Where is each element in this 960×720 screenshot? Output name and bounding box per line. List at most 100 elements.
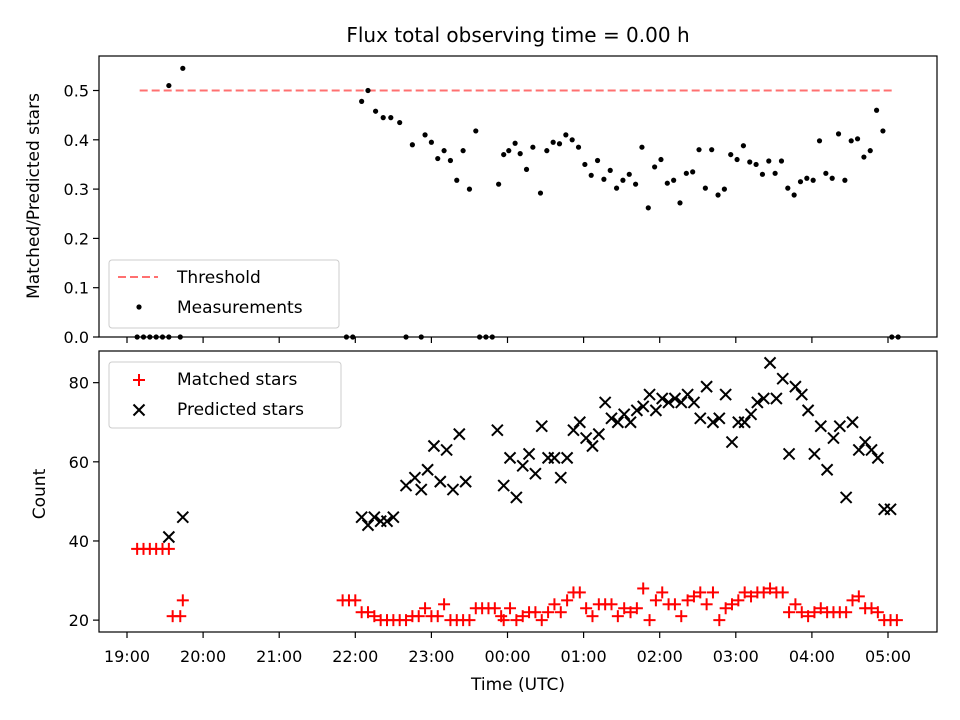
matched-stars-legend-label: Matched stars: [177, 370, 297, 390]
predicted-stars-point: [560, 451, 574, 465]
measurement-point: [569, 137, 575, 143]
measurement-point: [588, 172, 594, 178]
predicted-stars-point: [491, 423, 504, 437]
measurement-point: [753, 161, 759, 168]
matched-stars-point: [846, 594, 859, 607]
measurement-point: [496, 181, 502, 187]
measurement-point: [740, 143, 747, 149]
predicted-stars-point: [380, 514, 394, 528]
predicted-stars-point: [516, 459, 529, 472]
count-legend: Matched stars Predicted stars: [108, 361, 342, 429]
x-marker: [132, 403, 146, 417]
matched-stars-point: [700, 598, 713, 611]
predicted-stars-point: [592, 427, 606, 441]
matched-stars-point: [725, 598, 738, 611]
matched-stars-point: [802, 610, 815, 623]
measurement-point: [709, 147, 715, 153]
measurement-point: [671, 177, 677, 183]
matched-stars-point: [668, 598, 681, 611]
predicted-stars-point: [368, 511, 381, 524]
predicted-stars-point: [510, 491, 523, 504]
measurement-point: [829, 175, 835, 181]
measurement-point: [613, 185, 620, 191]
matched-stars-point: [497, 614, 510, 627]
matched-stars-point: [561, 594, 574, 607]
predicted-stars-point: [852, 443, 866, 457]
matched-stars-point: [649, 594, 662, 607]
count-y-axis-label: Count: [30, 468, 50, 519]
measurement-point: [601, 176, 607, 182]
ratio-y-tick-label: 0.4: [64, 131, 89, 150]
time-x-tick-label: 23:00: [408, 647, 454, 666]
matched-stars-point: [412, 610, 425, 623]
measurement-point: [454, 177, 460, 183]
measurement-point: [823, 170, 829, 176]
measurement-point: [506, 148, 512, 154]
predicted-stars-point: [453, 427, 466, 441]
ratio-plot-frame: [98, 55, 938, 338]
measurement-point: [804, 175, 810, 181]
time-x-tick-label: 04:00: [789, 647, 835, 666]
matched-stars-point: [814, 602, 827, 615]
predicted-stars-legend-swatch: [132, 403, 146, 417]
matched-stars-point: [438, 598, 451, 611]
predicted-stars-point: [415, 483, 428, 496]
measurement-point: [388, 115, 394, 121]
predicted-stars-point: [776, 372, 789, 385]
measurement-point: [854, 136, 861, 142]
predicted-stars-point: [656, 392, 669, 405]
matched-stars-point: [630, 602, 643, 615]
measurement-point: [626, 171, 632, 177]
count-y-tick-label: 80: [69, 374, 89, 393]
matched-stars-point: [795, 606, 808, 619]
measurement-point: [397, 119, 403, 126]
measurement-point: [537, 190, 544, 196]
matched-stars-point: [656, 586, 669, 599]
matched-stars-point: [368, 610, 381, 623]
time-x-tick-label: 00:00: [484, 647, 530, 666]
measurement-point: [772, 170, 778, 176]
matched-stars-point: [871, 606, 884, 619]
measurement-point: [409, 142, 415, 148]
matched-stars-point: [745, 590, 758, 603]
matched-stars-point: [162, 542, 175, 555]
predicted-stars-point: [681, 388, 694, 401]
matched-stars-point: [865, 602, 878, 615]
matched-stars-point: [361, 606, 374, 619]
matched-stars-point: [808, 606, 821, 619]
measurement-point: [759, 171, 766, 177]
measurements-legend-label: Measurements: [177, 298, 303, 318]
predicted-stars-point: [637, 400, 650, 413]
predicted-stars-point: [535, 419, 548, 433]
count-legend-box: [108, 361, 342, 429]
predicted-stars-point: [865, 443, 878, 457]
ratio-legend-box: [108, 259, 340, 329]
predicted-stars-point: [719, 388, 732, 401]
matched-stars-point: [586, 610, 599, 623]
predicted-stars-point: [700, 380, 713, 393]
measurement-point: [575, 144, 582, 150]
predicted-stars-point: [522, 447, 536, 461]
matched-stars-point: [504, 602, 517, 615]
matched-stars-point: [789, 598, 802, 611]
time-x-tick-label: 03:00: [713, 647, 759, 666]
predicted-stars-point: [814, 419, 827, 433]
matched-stars-point: [624, 606, 637, 619]
predicted-stars-point: [846, 416, 859, 429]
matched-stars-point: [738, 586, 751, 599]
measurement-point: [607, 167, 613, 173]
measurement-point: [861, 154, 867, 160]
measurement-point: [544, 148, 550, 154]
measurement-point: [683, 170, 689, 176]
ratio-y-tick-label: 0.2: [64, 229, 89, 248]
matched-stars-point: [713, 614, 726, 627]
measurement-point: [715, 192, 721, 198]
matched-stars-point: [618, 602, 631, 615]
measurement-point: [523, 166, 530, 172]
chart-title: Flux total observing time = 0.00 h: [346, 23, 689, 47]
predicted-stars-point: [459, 475, 472, 488]
matched-stars-point: [463, 614, 476, 627]
predicted-stars-point: [713, 412, 726, 425]
measurement-point: [810, 177, 816, 183]
